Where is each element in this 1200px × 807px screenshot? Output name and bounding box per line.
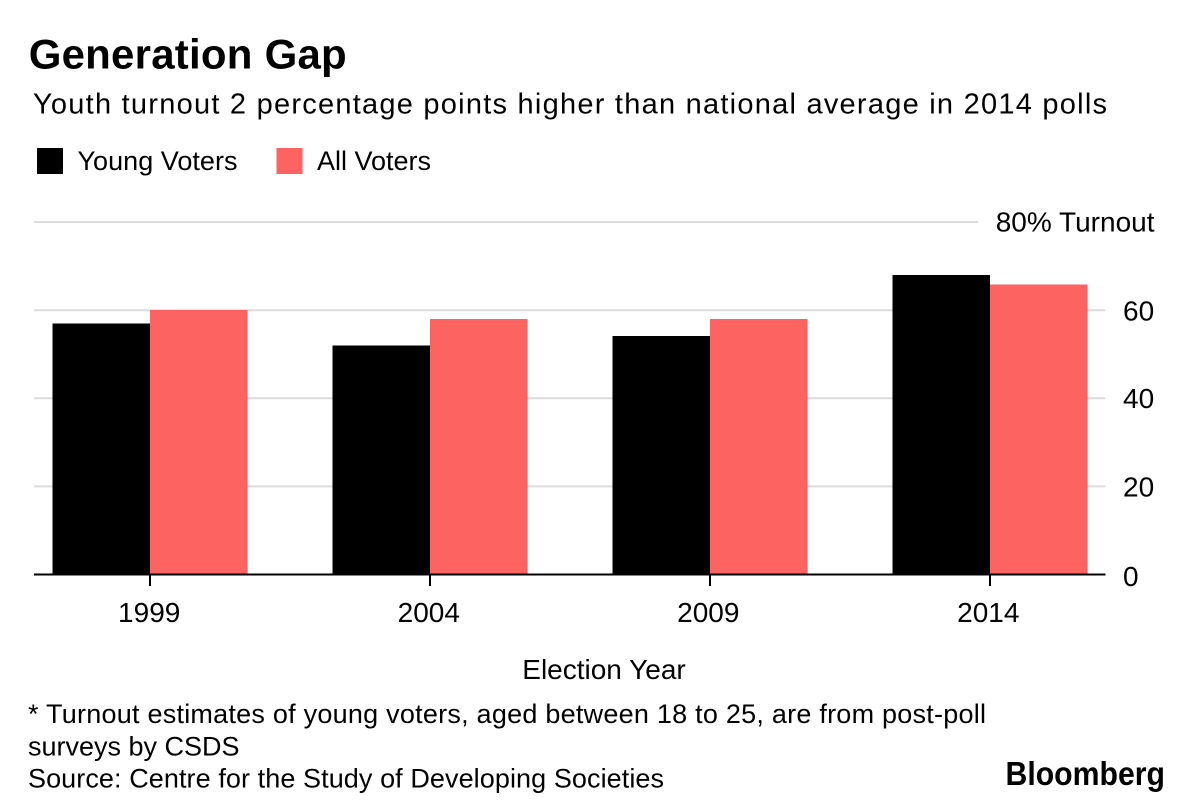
svg-text:20: 20 xyxy=(1123,472,1154,503)
svg-text:Young Voters: Young Voters xyxy=(78,146,238,176)
svg-text:0: 0 xyxy=(1123,561,1139,592)
svg-text:Youth turnout 2 percentage poi: Youth turnout 2 percentage points higher… xyxy=(33,89,1107,121)
svg-text:80% Turnout: 80% Turnout xyxy=(996,207,1155,238)
svg-text:40: 40 xyxy=(1123,383,1154,414)
svg-text:Source: Centre for the Study o: Source: Centre for the Study of Developi… xyxy=(28,764,664,794)
svg-text:2004: 2004 xyxy=(398,597,460,628)
svg-text:60: 60 xyxy=(1123,295,1154,326)
svg-text:surveys by CSDS: surveys by CSDS xyxy=(28,731,240,761)
svg-text:Bloomberg: Bloomberg xyxy=(1006,755,1166,792)
svg-text:* Turnout estimates of young v: * Turnout estimates of young voters, age… xyxy=(28,699,986,729)
svg-text:2014: 2014 xyxy=(957,597,1019,628)
svg-text:All Voters: All Voters xyxy=(317,146,431,176)
svg-text:1999: 1999 xyxy=(118,597,180,628)
svg-text:Election Year: Election Year xyxy=(522,654,685,685)
svg-text:2009: 2009 xyxy=(677,597,739,628)
svg-text:Generation Gap: Generation Gap xyxy=(29,31,347,78)
